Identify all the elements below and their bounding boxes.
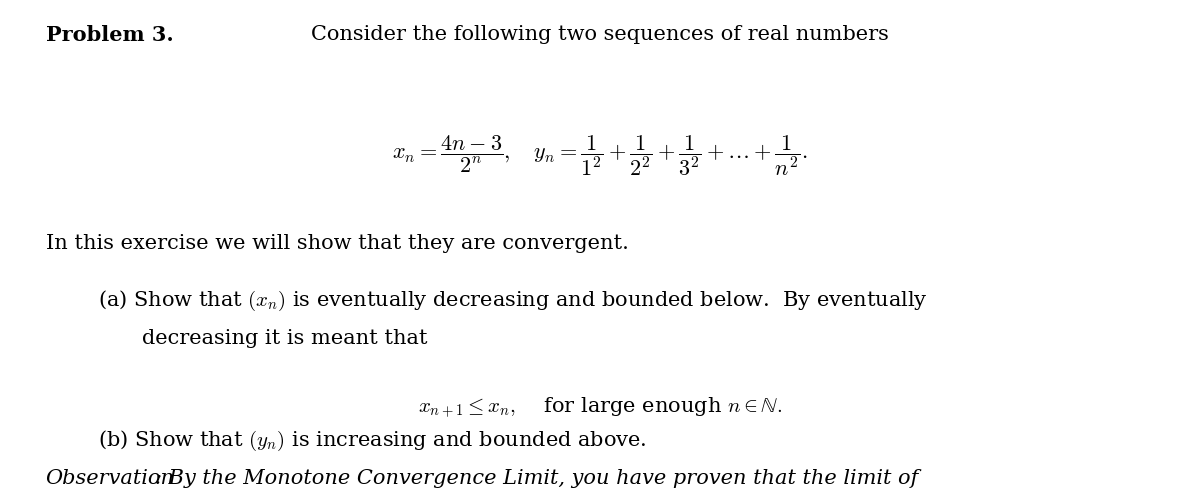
- Text: decreasing it is meant that: decreasing it is meant that: [142, 329, 427, 349]
- Text: : By the Monotone Convergence Limit, you have proven that the limit of: : By the Monotone Convergence Limit, you…: [155, 469, 918, 488]
- Text: In this exercise we will show that they are convergent.: In this exercise we will show that they …: [46, 234, 629, 253]
- Text: Observation: Observation: [46, 469, 175, 488]
- Text: (a) Show that $(x_n)$ is eventually decreasing and bounded below.  By eventually: (a) Show that $(x_n)$ is eventually decr…: [98, 289, 928, 313]
- Text: (b) Show that $(y_n)$ is increasing and bounded above.: (b) Show that $(y_n)$ is increasing and …: [98, 429, 647, 453]
- Text: Consider the following two sequences of real numbers: Consider the following two sequences of …: [311, 25, 889, 44]
- Text: $x_{n+1} \leq x_n,\quad$ for large enough $n \in \mathbb{N}.$: $x_{n+1} \leq x_n,\quad$ for large enoug…: [418, 395, 782, 420]
- Text: Problem 3.: Problem 3.: [46, 25, 173, 45]
- Text: $x_n = \dfrac{4n-3}{2^n},\quad y_n = \dfrac{1}{1^2} + \dfrac{1}{2^2} + \dfrac{1}: $x_n = \dfrac{4n-3}{2^n},\quad y_n = \df…: [392, 133, 808, 178]
